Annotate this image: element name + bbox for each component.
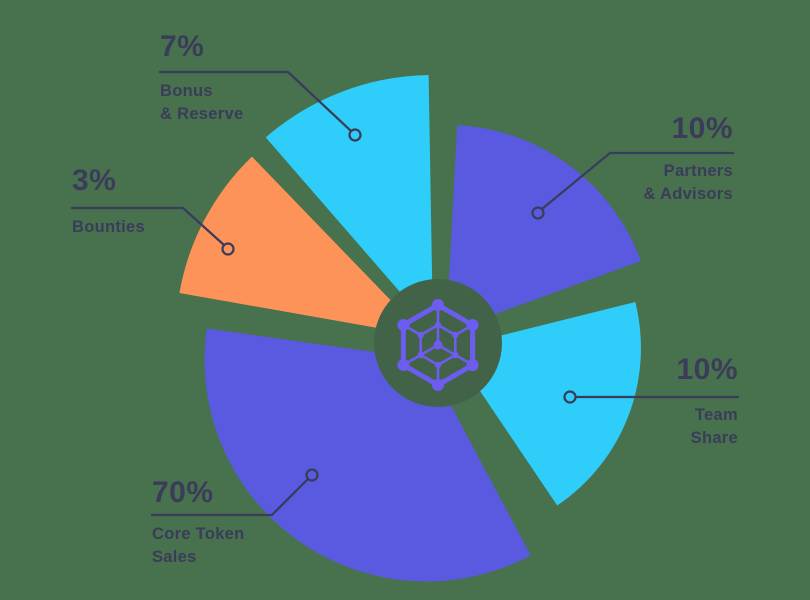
- slice-label-line: Share: [690, 429, 738, 447]
- slice-percent-team-share: 10%: [676, 353, 738, 386]
- leader-line-bonus-reserve: [158, 70, 353, 133]
- slice-label-line: & Reserve: [160, 105, 244, 123]
- callout-leader-lines: [70, 70, 740, 517]
- slice-label-line: Partners: [663, 162, 733, 180]
- slice-label-line: Bounties: [72, 218, 145, 236]
- leader-marker-bounties: [221, 242, 235, 256]
- pie-slice-bounties: [179, 156, 426, 337]
- slice-label-line: Core Token: [152, 525, 245, 543]
- pie-slice-bonus-reserve: [265, 75, 433, 330]
- slice-percent-core-token-sales: 70%: [152, 476, 214, 509]
- leader-marker-team-share: [563, 390, 577, 404]
- slice-percent-partners-advisors: 10%: [671, 112, 733, 145]
- slice-label-bounties: Bounties: [72, 216, 145, 239]
- slice-percent-bounties: 3%: [72, 164, 117, 197]
- slice-label-line: Sales: [152, 548, 197, 566]
- leader-line-bounties: [70, 206, 226, 247]
- leader-line-core-token-sales: [150, 477, 310, 517]
- leader-marker-core-token-sales: [305, 468, 319, 482]
- blockchain-network-icon: [397, 299, 479, 391]
- pie-slice-core-token-sales: [204, 328, 531, 582]
- slice-label-partners-advisors: Partners & Advisors: [644, 160, 734, 206]
- slice-label-line: Bonus: [160, 82, 213, 100]
- slice-label-bonus-reserve: Bonus & Reserve: [160, 80, 243, 126]
- slice-percent-bonus-reserve: 7%: [160, 30, 205, 63]
- leader-marker-partners-advisors: [531, 206, 545, 220]
- slice-label-team-share: Team Share: [691, 404, 738, 450]
- pie-slice-partners-advisors: [446, 125, 641, 332]
- slice-label-core-token-sales: Core Token Sales: [152, 523, 245, 569]
- leader-marker-bonus-reserve: [348, 128, 362, 142]
- leader-line-partners-advisors: [540, 151, 735, 211]
- slice-label-line: & Advisors: [643, 185, 733, 203]
- icon-nodes: [397, 299, 479, 391]
- slice-label-line: Team: [694, 406, 738, 424]
